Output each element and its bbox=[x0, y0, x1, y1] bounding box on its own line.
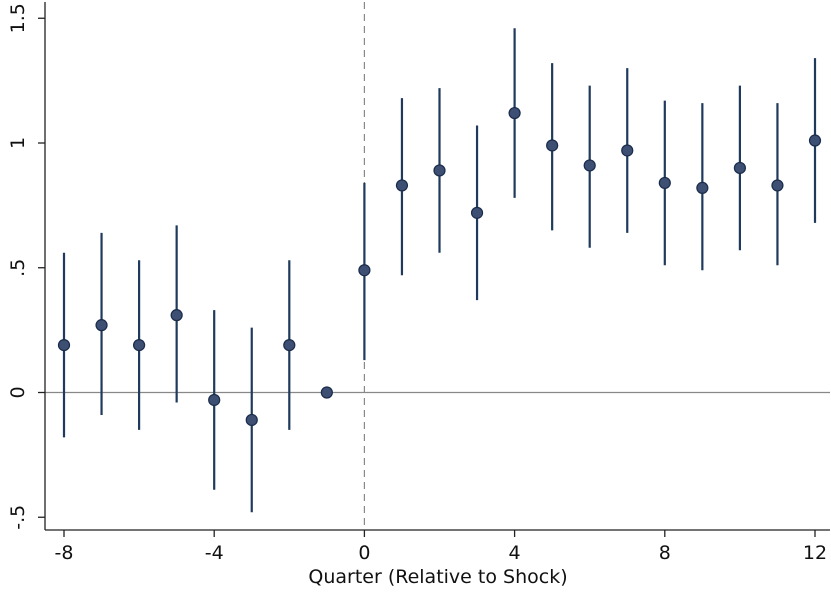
data-point bbox=[395, 179, 409, 192]
data-point bbox=[208, 393, 221, 407]
x-tick-label: -8 bbox=[55, 542, 74, 564]
data-point bbox=[245, 413, 258, 427]
data-point bbox=[57, 338, 71, 352]
axes: -8 -4 0 4 8 12 -.5 0 .5 1 1.5 bbox=[7, 2, 830, 564]
data-point bbox=[358, 264, 371, 277]
x-tick-label: 12 bbox=[803, 542, 827, 564]
y-tick-label: .5 bbox=[7, 259, 29, 277]
error-bars bbox=[62, 28, 817, 513]
x-tick-label: 8 bbox=[659, 542, 671, 564]
x-axis-title: Quarter (Relative to Shock) bbox=[308, 566, 567, 588]
y-tick-label: 0 bbox=[7, 386, 29, 398]
y-tick-label: -.5 bbox=[7, 505, 29, 530]
data-point bbox=[658, 176, 671, 190]
y-tick-label: 1.5 bbox=[7, 3, 29, 33]
reference-lines bbox=[45, 2, 830, 530]
data-point bbox=[320, 386, 333, 399]
data-point bbox=[771, 179, 784, 192]
data-point bbox=[621, 144, 634, 157]
data-point bbox=[283, 338, 296, 352]
data-point bbox=[808, 134, 822, 147]
data-point bbox=[546, 139, 559, 152]
data-point bbox=[583, 159, 596, 172]
x-tick-label: -4 bbox=[205, 542, 224, 564]
data-point bbox=[433, 164, 446, 177]
y-tick-label: 1 bbox=[7, 137, 29, 149]
data-point bbox=[733, 161, 747, 175]
data-point bbox=[696, 181, 709, 195]
data-point bbox=[470, 206, 484, 219]
data-point bbox=[170, 309, 183, 322]
x-tick-label: 0 bbox=[358, 542, 370, 564]
x-tick-label: 4 bbox=[509, 542, 521, 564]
data-point bbox=[508, 106, 521, 120]
point-estimates bbox=[57, 106, 822, 427]
data-point bbox=[95, 319, 108, 332]
data-point bbox=[133, 338, 146, 352]
